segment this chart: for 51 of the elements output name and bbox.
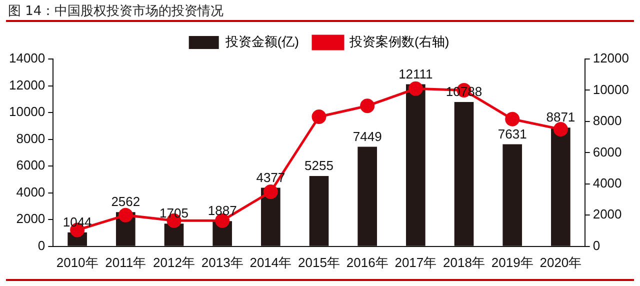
y2-tick-label: 2000 — [592, 206, 622, 222]
bar — [454, 102, 474, 246]
y2-tick-label: 8000 — [592, 113, 622, 128]
point — [408, 81, 423, 96]
data-label: 1044 — [62, 214, 92, 230]
x-tick-label: 2018年 — [443, 254, 485, 270]
data-label: 5255 — [304, 158, 334, 174]
legend-label: 投资案例数(右轴) — [348, 34, 450, 50]
x-tick-label: 2019年 — [491, 254, 534, 270]
legend-label: 投资金额(亿) — [224, 34, 300, 50]
y2-tick-label: 10000 — [592, 82, 630, 97]
y-tick-label: 4000 — [16, 184, 46, 200]
y2-tick-label: 6000 — [592, 144, 622, 160]
y2-tick-label: 12000 — [592, 50, 630, 66]
x-tick-label: 2014年 — [250, 254, 292, 270]
y-tick-label: 6000 — [16, 158, 46, 173]
point — [553, 122, 568, 137]
x-tick-label: 2020年 — [540, 254, 582, 270]
y-tick-label: 10000 — [8, 104, 46, 120]
y2-tick-label: 0 — [592, 238, 600, 253]
y-tick-label: 2000 — [16, 211, 46, 226]
bar — [309, 176, 329, 246]
point — [118, 208, 133, 222]
data-label: 2562 — [111, 194, 140, 210]
x-tick-label: 2012年 — [153, 254, 195, 270]
x-tick-label: 2013年 — [201, 254, 244, 270]
x-tick-label: 2017年 — [394, 254, 437, 270]
x-tick-label: 2010年 — [56, 254, 98, 270]
y-tick-label: 12000 — [8, 77, 46, 92]
data-label: 7631 — [498, 126, 527, 142]
bar — [551, 128, 570, 246]
y-tick-label: 8000 — [16, 130, 46, 146]
y-tick-label: 0 — [38, 238, 46, 253]
data-label: 7449 — [352, 128, 382, 144]
x-tick-label: 2016年 — [346, 254, 388, 270]
point — [505, 112, 520, 126]
bar — [502, 144, 522, 246]
x-tick-label: 2011年 — [105, 254, 146, 270]
y-tick-label: 14000 — [8, 50, 46, 66]
point — [312, 110, 326, 124]
x-tick-label: 2015年 — [298, 254, 340, 270]
bar — [358, 146, 378, 246]
point — [263, 184, 278, 199]
data-label: 8871 — [546, 110, 576, 125]
chart-title: 图 14：中国股权投资市场的投资情况 — [8, 3, 224, 20]
data-label: 1705 — [160, 206, 188, 221]
point — [360, 98, 375, 114]
y2-tick-label: 4000 — [592, 176, 622, 191]
data-label: 1887 — [208, 203, 237, 218]
data-label: 12111 — [398, 66, 433, 82]
bar — [406, 84, 426, 246]
